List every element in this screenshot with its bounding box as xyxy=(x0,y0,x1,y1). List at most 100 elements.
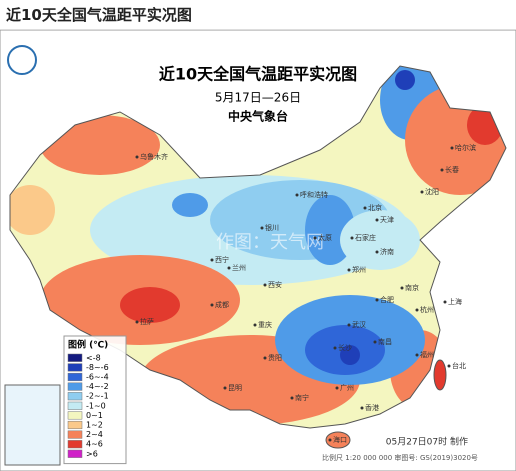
city-label: 海口 xyxy=(333,435,347,444)
legend-swatch xyxy=(67,430,83,439)
legend-swatch xyxy=(67,363,83,372)
city-dot xyxy=(253,323,257,327)
city-label: 银川 xyxy=(265,223,279,232)
city-label: 广州 xyxy=(340,383,354,392)
legend-label: >6 xyxy=(86,449,98,458)
city-label: 沈阳 xyxy=(425,187,439,196)
city-dot xyxy=(363,206,367,210)
page-title: 近10天全国气温距平实况图 xyxy=(0,0,516,30)
city-dot xyxy=(290,396,294,400)
map-date: 5月17日—26日 xyxy=(215,91,301,105)
south-sea-inset xyxy=(4,384,61,466)
legend-label: 4~6 xyxy=(86,440,103,449)
city-label: 合肥 xyxy=(380,295,394,304)
city-dot xyxy=(350,236,354,240)
city-dot xyxy=(295,193,299,197)
city-dot xyxy=(333,346,337,350)
city-dot xyxy=(347,323,351,327)
city-dot xyxy=(440,168,444,172)
city-label: 呼和浩特 xyxy=(300,190,328,199)
legend-swatch xyxy=(67,401,83,410)
legend-swatch xyxy=(67,382,83,391)
city-label: 贵阳 xyxy=(268,353,282,362)
city-dot xyxy=(335,386,339,390)
city-label: 南京 xyxy=(405,283,419,292)
city-dot xyxy=(450,146,454,150)
legend-label: -8~-6 xyxy=(86,363,109,372)
legend-title: 图例 (℃) xyxy=(68,339,108,351)
city-label: 长春 xyxy=(445,165,459,174)
anomaly-field xyxy=(10,66,506,428)
taiwan xyxy=(433,359,447,391)
watermark: 作图：天气网 xyxy=(216,232,324,253)
city-dot xyxy=(210,258,214,262)
city-label: 福州 xyxy=(420,350,434,359)
map-agency: 中央气象台 xyxy=(228,109,288,124)
city-label: 南宁 xyxy=(295,393,309,402)
legend-label: 0~1 xyxy=(86,411,103,420)
hainan xyxy=(325,431,351,449)
city-label: 南昌 xyxy=(378,337,392,346)
city-dot xyxy=(375,218,379,222)
city-dot xyxy=(210,303,214,307)
city-dot xyxy=(375,298,379,302)
border xyxy=(9,65,507,429)
legend-swatch xyxy=(67,353,83,362)
legend-swatch xyxy=(67,372,83,382)
city-dot xyxy=(360,406,364,410)
city-dot xyxy=(263,356,267,360)
city-dot xyxy=(443,300,447,304)
city-dot xyxy=(260,226,264,230)
city-dot xyxy=(347,268,351,272)
city-dot xyxy=(375,250,379,254)
city-label: 杭州 xyxy=(420,305,434,314)
city-label: 台北 xyxy=(452,361,466,370)
city-dot xyxy=(313,236,317,240)
legend-swatch xyxy=(67,420,83,430)
city-dot xyxy=(223,386,227,390)
city-label: 武汉 xyxy=(352,320,366,329)
city-label: 郑州 xyxy=(352,266,366,274)
city-label: 昆明 xyxy=(228,384,242,392)
footer: 05月27日07时 制作 xyxy=(386,436,468,448)
legend: 图例 (℃) <-8-8~-6-6~-4-4~-2-2~-1-1~00~11~22… xyxy=(63,335,127,465)
legend-label: <-8 xyxy=(86,353,101,362)
legend-swatch xyxy=(67,411,83,420)
legend-label: -4~-2 xyxy=(86,382,109,391)
city-label: 上海 xyxy=(448,297,462,306)
city-label: 拉萨 xyxy=(140,317,154,326)
map: 近10天全国气温距平实况图 5月17日—26日 中央气象台 作图：天气网 图例 … xyxy=(0,30,516,471)
legend-label: -1~0 xyxy=(86,401,106,410)
city-dot xyxy=(227,266,231,270)
city-label: 长沙 xyxy=(338,343,352,352)
city-dot xyxy=(373,340,377,344)
legend-label: -6~-4 xyxy=(86,373,109,382)
map-title: 近10天全国气温距平实况图 xyxy=(159,65,357,84)
city-label: 成都 xyxy=(215,300,229,309)
legend-label: -2~-1 xyxy=(86,392,109,401)
city-dot xyxy=(415,353,419,357)
city-dot xyxy=(420,190,424,194)
legend-swatch xyxy=(67,440,83,449)
scale: 比例尺 1:20 000 000 审图号: GS(2019)3020号 xyxy=(322,453,478,462)
city-label: 重庆 xyxy=(258,320,272,329)
legend-swatch xyxy=(67,449,83,458)
logo xyxy=(7,45,37,75)
city-dot xyxy=(135,320,139,324)
city-labels: 乌鲁木齐拉萨西宁兰州银川呼和浩特北京天津石家庄太原济南郑州西安成都重庆贵阳昆明南… xyxy=(135,143,476,444)
city-label: 兰州 xyxy=(232,263,246,272)
city-label: 天津 xyxy=(380,216,394,224)
city-label: 香港 xyxy=(365,403,379,412)
city-label: 哈尔滨 xyxy=(455,143,476,152)
city-label: 乌鲁木齐 xyxy=(140,152,168,161)
city-label: 太原 xyxy=(318,233,332,242)
city-dot xyxy=(328,438,332,442)
city-dot xyxy=(400,286,404,290)
city-label: 西安 xyxy=(268,280,282,289)
city-label: 石家庄 xyxy=(355,233,376,242)
city-dot xyxy=(135,155,139,159)
city-dot xyxy=(263,283,267,287)
city-dot xyxy=(415,308,419,312)
legend-swatch xyxy=(67,392,83,401)
